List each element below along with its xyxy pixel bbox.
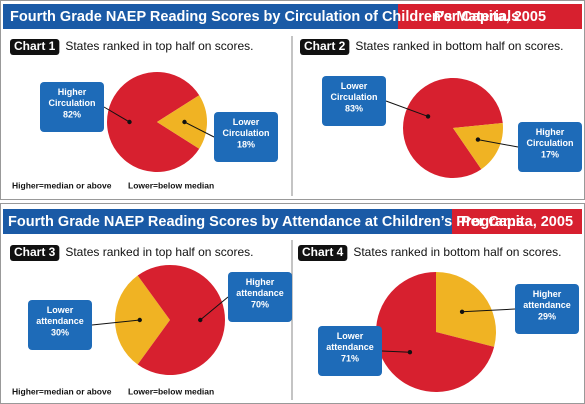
pie-slice — [376, 272, 495, 393]
callout-dot — [127, 119, 132, 125]
callout-value: 17% — [541, 149, 559, 159]
callout-box — [515, 284, 579, 334]
section-title: Fourth Grade NAEP Reading Scores by Atte… — [8, 214, 524, 230]
callout-label: Lower Circulation — [222, 117, 269, 138]
badge — [398, 4, 582, 29]
pie-slice — [157, 95, 207, 149]
chart-label-box — [10, 245, 60, 261]
badge-text: Per Capita, 2005 — [434, 9, 546, 25]
chart-label: Chart 4 — [302, 245, 344, 259]
callout-box — [318, 326, 382, 376]
section-title: Fourth Grade NAEP Reading Scores by Circ… — [10, 9, 519, 25]
callout-label: Lower Circulation — [330, 81, 377, 102]
pie-slice — [402, 77, 503, 178]
callout-dot — [182, 119, 187, 125]
callout-value: 83% — [345, 103, 363, 113]
callout-line — [184, 121, 215, 138]
callout-box — [28, 300, 92, 350]
callout-line — [477, 139, 519, 148]
chart-title: States ranked in top half on scores. — [65, 39, 253, 53]
callout-value: 30% — [51, 327, 69, 337]
callout-dot — [137, 317, 142, 323]
callout-dot — [459, 309, 465, 314]
callout-value: 82% — [63, 109, 81, 119]
pie-slice — [114, 275, 170, 365]
badge-text: Per Capita, 2005 — [461, 214, 573, 230]
callout-line — [462, 308, 516, 313]
pie-slice — [137, 264, 225, 375]
callout-line-text: attendance — [36, 316, 84, 326]
callout-line-text: Higher — [536, 127, 565, 137]
callout-line-text: Higher — [58, 87, 87, 97]
callout-line — [91, 319, 140, 326]
callout-line-text: Circulation — [330, 92, 377, 102]
note: Lower=below median — [128, 180, 214, 190]
pie-slice — [107, 72, 200, 173]
callout-line-text: Lower — [47, 305, 74, 315]
chart-label-box — [300, 39, 350, 55]
callout-value: 18% — [237, 139, 255, 149]
chart-label: Chart 3 — [14, 245, 56, 259]
callout-line — [103, 106, 130, 123]
chart-label-box — [10, 39, 60, 55]
chart-title: States ranked in top half on scores. — [65, 245, 253, 259]
badge — [452, 209, 582, 234]
callout-line-text: attendance — [523, 300, 571, 310]
callout-line-text: Higher — [246, 277, 275, 287]
callout-dot — [198, 317, 203, 323]
callout-label: Higher Circulation — [526, 127, 573, 148]
callout-value: 71% — [341, 353, 359, 363]
callout-line-text: attendance — [326, 342, 374, 352]
callout-dot — [425, 114, 431, 119]
callout-box — [214, 112, 278, 162]
note: Higher=median or above — [12, 180, 112, 190]
callout-label: Higher Circulation — [48, 87, 95, 108]
note: Higher=median or above — [12, 386, 112, 396]
callout-box — [40, 82, 104, 132]
callout-line-text: Lower — [233, 117, 260, 127]
note: Lower=below median — [128, 386, 214, 396]
callout-line — [199, 296, 229, 321]
callout-label: Higher attendance — [523, 289, 571, 310]
callout-label: Higher attendance — [236, 277, 284, 298]
callout-line-text: Circulation — [222, 128, 269, 138]
callout-line — [381, 350, 410, 353]
callout-box — [322, 76, 386, 126]
callout-label: Lower attendance — [326, 331, 374, 352]
callout-dot — [475, 137, 481, 142]
callout-line — [385, 100, 429, 117]
callout-line-text: Higher — [533, 289, 562, 299]
callout-line-text: Circulation — [48, 98, 95, 108]
callout-line-text: Lower — [341, 81, 368, 91]
callout-dot — [407, 350, 413, 355]
chart-label: Chart 2 — [304, 39, 346, 53]
pie-slice — [436, 272, 496, 347]
pie-slice — [453, 123, 503, 170]
callout-box — [228, 272, 292, 322]
chart-label-box — [298, 245, 348, 261]
callout-value: 70% — [251, 299, 269, 309]
chart-title: States ranked in bottom half on scores. — [355, 39, 563, 53]
callout-line-text: Circulation — [526, 138, 573, 148]
callout-line-text: Lower — [337, 331, 364, 341]
callout-box — [518, 122, 582, 172]
chart-title: States ranked in bottom half on scores. — [353, 245, 561, 259]
callout-label: Lower attendance — [36, 305, 84, 326]
callout-value: 29% — [538, 311, 556, 321]
chart-label: Chart 1 — [14, 39, 56, 53]
callout-line-text: attendance — [236, 288, 284, 298]
